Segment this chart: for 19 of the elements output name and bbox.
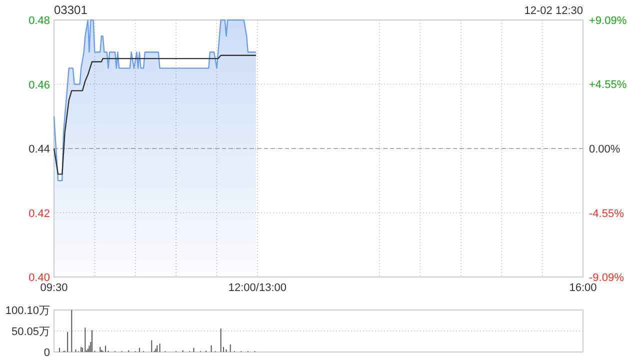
chart-subtitle: 12-02 12:30 [524, 5, 583, 17]
x-tick-label: 16:00 [569, 282, 597, 294]
y-tick-label: 0.40 [28, 272, 50, 284]
x-tick-label: 09:30 [40, 282, 68, 294]
line-series [53, 54, 257, 175]
x-tick-label: 12:00/13:00 [228, 282, 287, 294]
y-tick-label: 50.05万 [11, 326, 50, 338]
y2-tick-label: 0.00% [589, 144, 620, 156]
y2-tick-label: +4.55% [589, 79, 627, 92]
y-tick-label: 0.42 [28, 208, 50, 220]
y2-tick-label: +9.09% [589, 15, 627, 27]
chart-title: 03301 [54, 3, 88, 17]
y2-tick-label: -4.55% [589, 208, 624, 220]
y-tick-label: 0.48 [28, 15, 50, 27]
y-tick-label: 0.44 [28, 144, 50, 156]
y-tick-label: 100.10万 [5, 305, 50, 317]
y-tick-label: 0.46 [28, 79, 50, 92]
y2-tick-label: -9.09% [589, 272, 624, 284]
y-tick-label: 0 [44, 347, 50, 359]
